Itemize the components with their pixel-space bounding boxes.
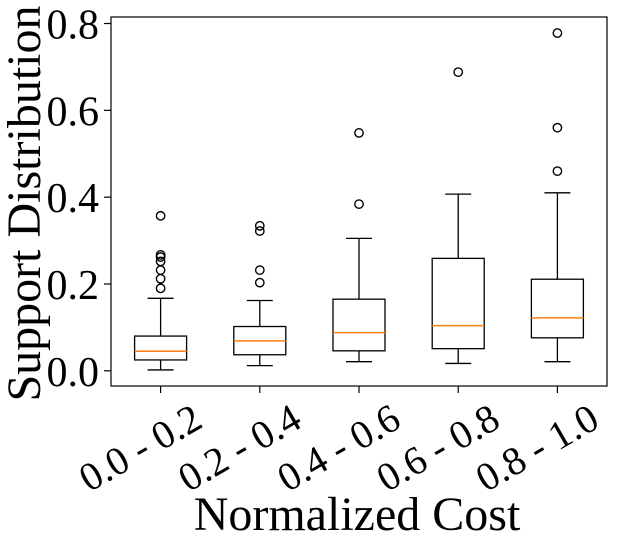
outlier-point [254, 265, 265, 275]
outlier-point [552, 122, 563, 133]
plot-frame [110, 16, 608, 387]
outlier-point [155, 283, 166, 294]
box [133, 335, 188, 361]
outlier-point [254, 220, 265, 231]
box-group [431, 67, 485, 365]
box-group [133, 210, 188, 371]
outlier-point [354, 199, 364, 210]
box-group [332, 128, 386, 363]
plot-area [133, 28, 585, 371]
outlier-point [254, 226, 265, 236]
y-tick-label: 0.8 [47, 3, 100, 49]
outlier-point [155, 256, 166, 267]
axes: 0.00.20.40.60.80.0 - 0.20.2 - 0.40.4 - 0… [47, 3, 606, 501]
y-tick-label: 0.2 [47, 263, 100, 309]
outlier-point [453, 67, 464, 78]
y-tick-label: 0.0 [47, 350, 100, 396]
outlier-point [155, 249, 166, 260]
box [431, 257, 485, 350]
box [530, 278, 585, 339]
outlier-point [552, 166, 563, 177]
outlier-point [354, 128, 364, 138]
y-axis-label: Support Distribution [0, 5, 51, 401]
y-tick-label: 0.4 [47, 176, 100, 222]
box [332, 298, 386, 352]
outlier-point [155, 210, 166, 221]
x-axis-label: Normalized Cost [194, 488, 521, 541]
box-group [233, 220, 287, 367]
box-group [530, 28, 585, 363]
outlier-point [155, 265, 166, 275]
outlier-point [155, 273, 166, 284]
y-tick-label: 0.6 [47, 89, 100, 135]
outlier-point [254, 277, 265, 288]
outlier-point [552, 28, 563, 38]
